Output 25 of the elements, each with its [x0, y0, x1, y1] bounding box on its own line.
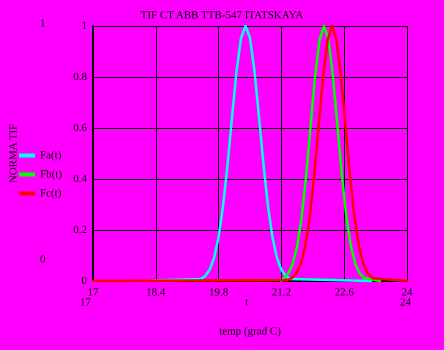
line-series [92, 24, 408, 282]
legend-label: Fc(t) [40, 188, 62, 200]
y-tick-label: 0.4 [73, 173, 88, 185]
x-tick-label: 19.8 [208, 286, 229, 298]
text: 17 [80, 296, 92, 308]
y-tick-label: 0.6 [73, 122, 88, 134]
x-tick-label: 17 [88, 286, 99, 298]
y-tick-label: 1 [82, 20, 87, 32]
x-tick-label: 18.4 [146, 286, 166, 298]
y-tick-label: 0.8 [73, 71, 88, 83]
legend-label: Fa(t) [40, 150, 62, 162]
x-tick-label: 21.2 [272, 286, 292, 298]
line-series [280, 24, 382, 282]
text: 24 [400, 296, 412, 308]
y-tick-label: 0.2 [73, 224, 87, 236]
text: t [245, 296, 248, 308]
x-tick-label: 22.6 [334, 286, 354, 298]
x-tick-label: 24 [402, 286, 413, 298]
y-axis-title: NORMA TIF [8, 124, 20, 184]
y-tick-label: 0 [82, 275, 88, 287]
x-axis-title: temp (grad C) [219, 326, 282, 338]
text: 0 [40, 254, 46, 266]
legend-label: Fb(t) [40, 168, 62, 180]
text: 1 [40, 18, 46, 30]
chart-title: TIF CT ABB TTB-547 ITATSKAYA [140, 10, 304, 22]
